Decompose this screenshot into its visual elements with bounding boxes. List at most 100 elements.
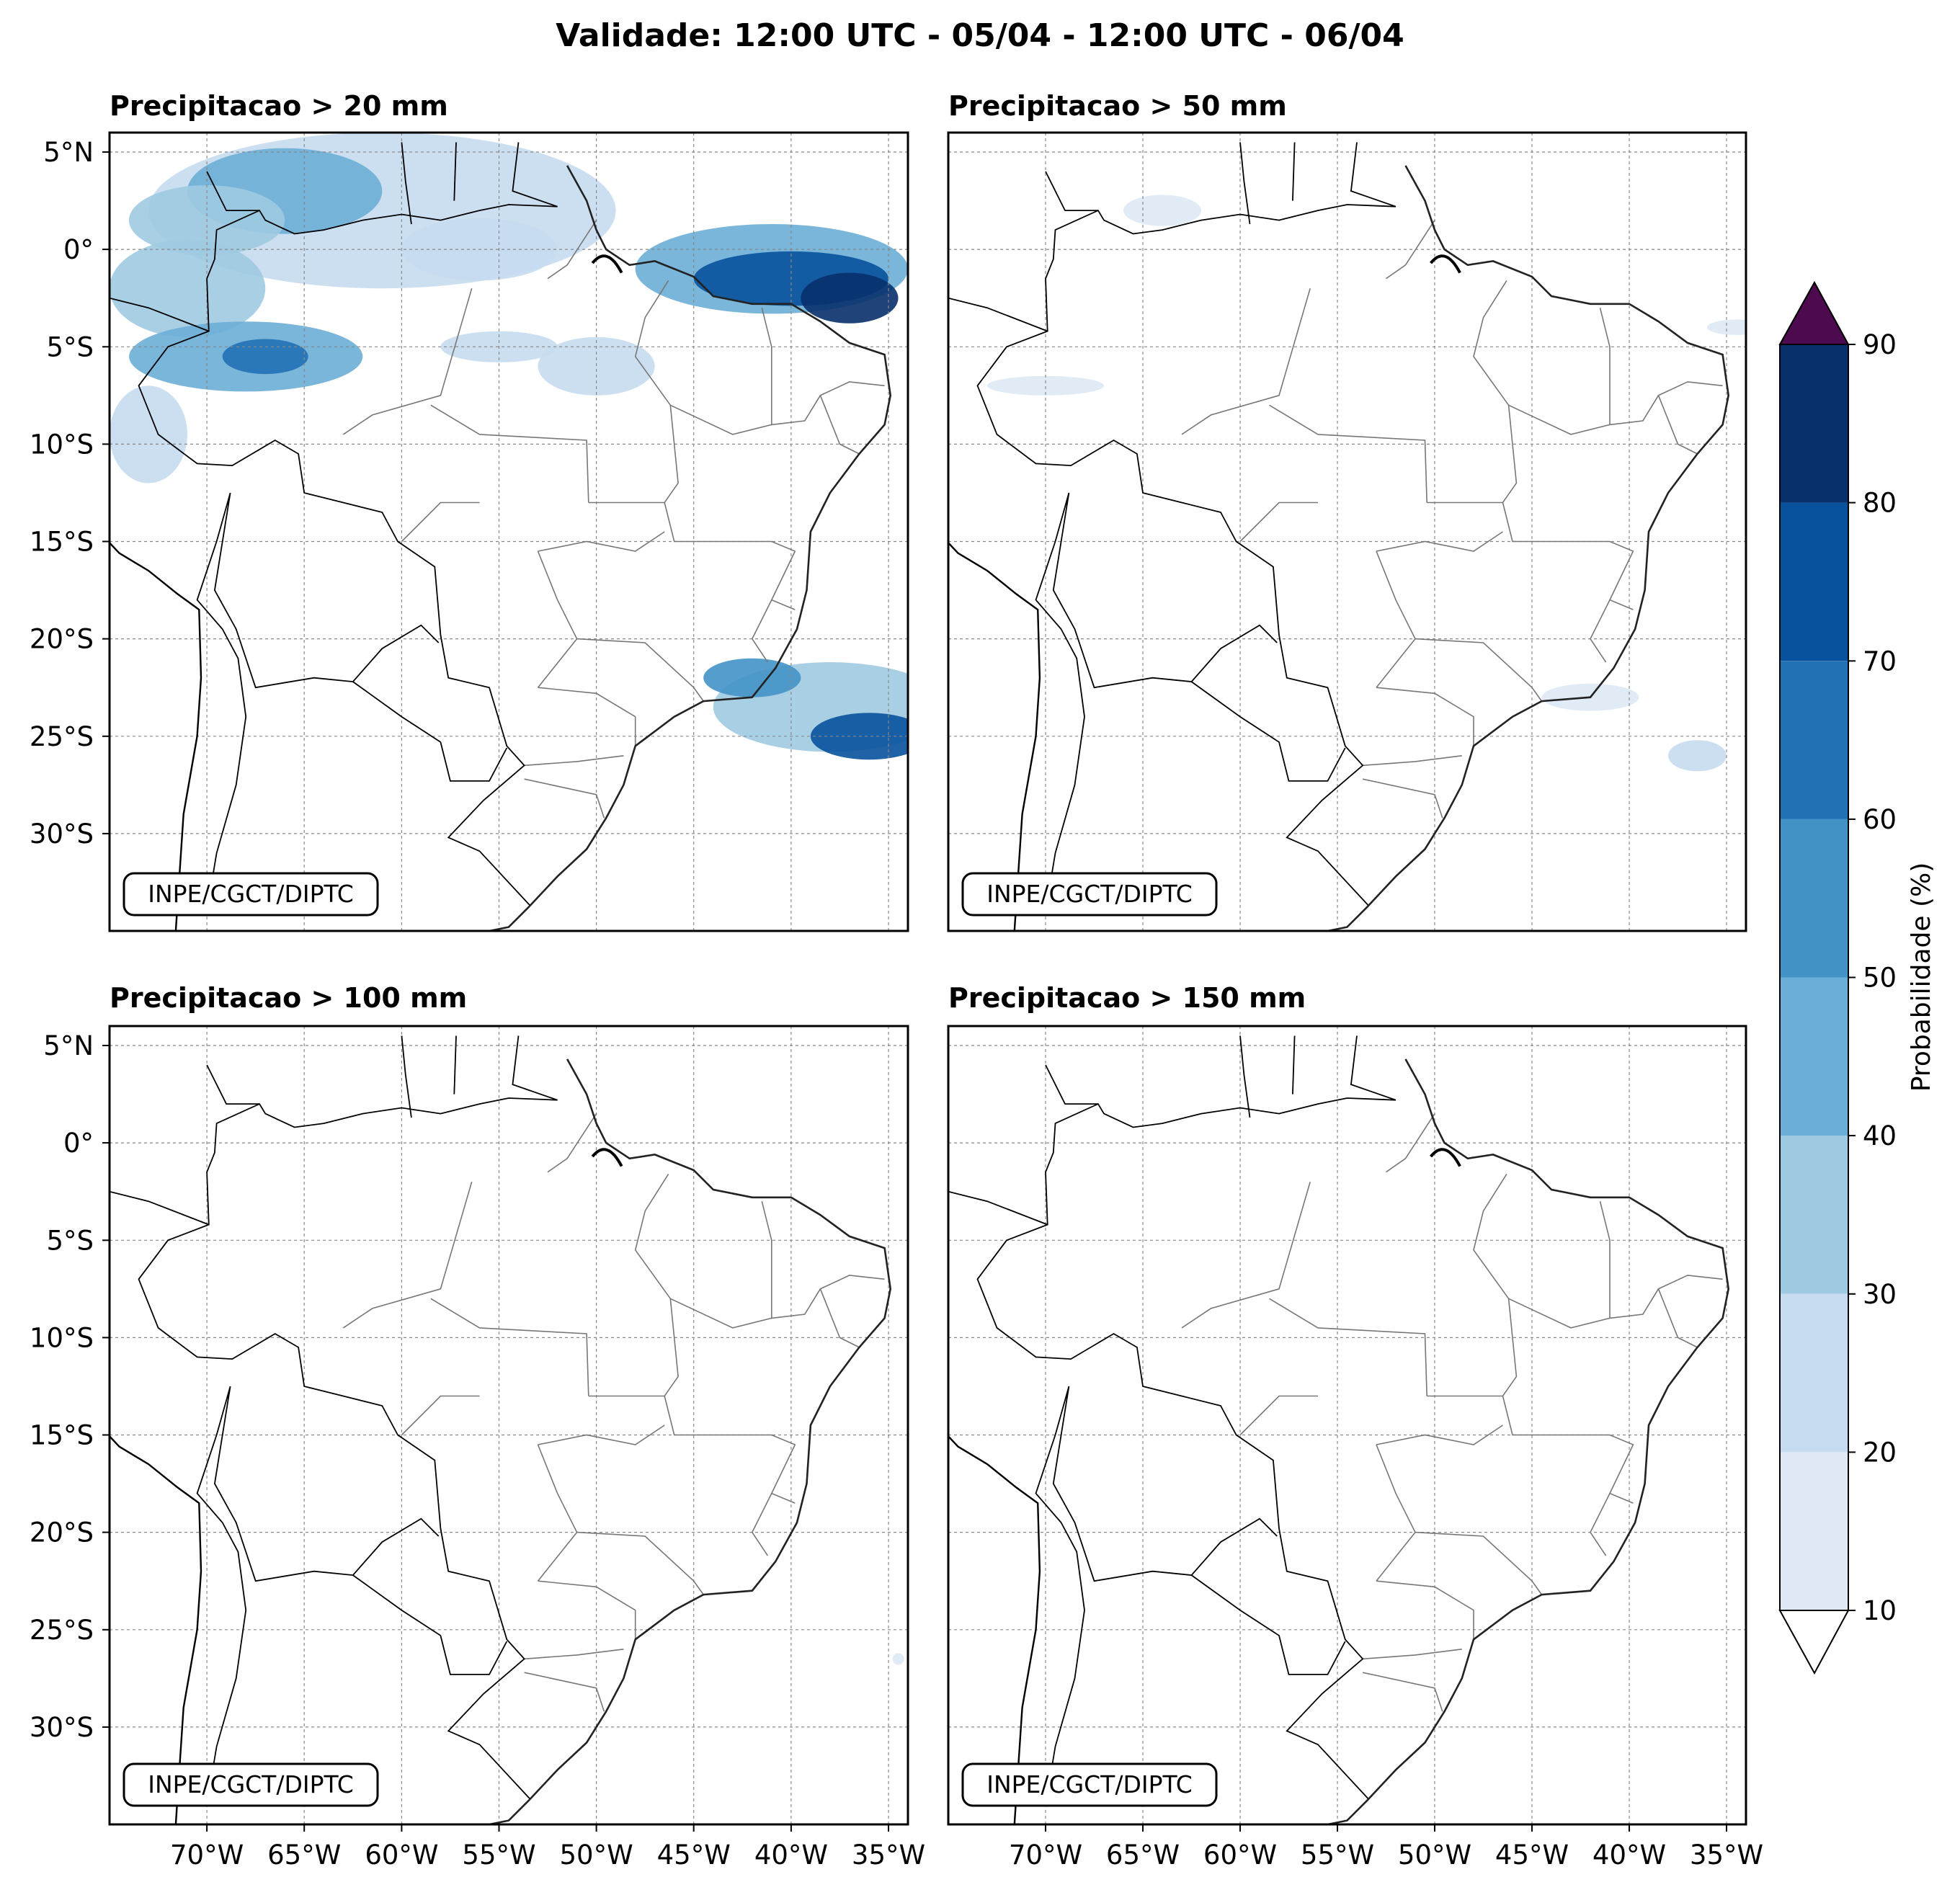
country-border [206,1064,260,1105]
country-border [1035,541,1085,912]
map-graticule [948,133,1746,931]
longitude-label: 50°W [1398,1840,1471,1871]
country-border [1052,1386,1278,1582]
country-border [1190,1574,1346,1675]
country-border [206,171,260,211]
latitude-label: 30°S [30,1712,94,1743]
country-border [1045,1064,1098,1105]
state-boundary [430,404,589,503]
country-border [1035,1435,1085,1806]
precipitation-probability-layer [987,195,1746,772]
state-boundary [1427,1298,1518,1397]
longitude-label: 45°W [657,1840,731,1871]
map-graticule [110,133,908,931]
state-boundary [1181,287,1311,435]
state-boundary [342,287,473,435]
credit-box: INPE/CGCT/DIPTC [961,1762,1218,1807]
state-boundary [1376,531,1503,552]
colorbar-segment [1780,344,1848,503]
state-boundary [1362,1672,1443,1712]
state-boundary [1376,1580,1474,1640]
latitude-label: 15°S [30,1420,94,1451]
country-border [110,297,210,332]
colorbar-segment [1780,1136,1848,1294]
precipitation-area [538,336,655,396]
latitude-label: 10°S [30,1322,94,1353]
precipitation-area [1668,740,1727,772]
country-border [1239,1035,1251,1118]
map-frame [108,131,909,932]
longitude-label: 70°W [1009,1840,1082,1871]
state-boundary [819,395,860,455]
precipitation-area [801,272,899,324]
map-frame [108,1025,909,1826]
state-boundary [664,1396,796,1504]
state-boundary [1502,1396,1634,1504]
colorbar-under-arrow [1778,1610,1850,1675]
precipitation-area [1123,195,1201,226]
credit-box: INPE/CGCT/DIPTC [122,1762,379,1807]
state-boundary [634,1173,671,1299]
state-boundary [1239,501,1318,543]
state-boundary [538,1425,665,1445]
country-border [196,541,247,912]
country-border [948,297,1048,332]
state-boundary [1376,687,1474,746]
credit-box: INPE/CGCT/DIPTC [122,872,379,917]
longitude-label: 70°W [170,1840,244,1871]
atlantic-coastline [489,1058,892,1824]
amazon-delta [591,1148,623,1167]
state-boundary [547,220,597,280]
latitude-label: 20°S [30,624,94,655]
map-panel-100mm: Precipitacao > 100 mm 5°N 0° 5°S 10°S 15°S 20… [30,982,925,1871]
coastline-and-borders [948,1035,1730,1824]
colorbar-label: Probabilidade (%) [1907,862,1936,1092]
amazon-delta [591,254,623,274]
latitude-label: 30°S [30,819,94,850]
precipitation-area [703,658,801,697]
credit-label: INPE/CGCT/DIPTC [148,880,354,908]
colorbar-segment [1780,977,1848,1136]
colorbar-tick-label: 60 [1863,804,1897,835]
state-boundary [538,531,665,552]
latitude-label: 5°N [43,1030,94,1061]
latitude-label: 5°S [46,1225,94,1256]
state-boundary [1657,1288,1698,1348]
colorbar-tick-label: 80 [1863,488,1897,519]
precipitation-area [110,239,266,337]
state-boundary [634,280,671,406]
precipitation-area [892,1653,904,1665]
longitude-label: 65°W [1106,1840,1180,1871]
longitude-label: 45°W [1495,1840,1569,1871]
colorbar-over-arrow [1778,280,1850,345]
state-boundary [524,1672,605,1712]
colorbar-tick-label: 70 [1863,646,1897,677]
country-border [401,142,412,225]
state-boundary [576,1531,704,1595]
state-boundary [1508,1201,1611,1329]
state-boundary [342,1181,473,1329]
state-boundary [430,1298,589,1396]
state-boundary [524,778,605,819]
atlantic-coastline [489,165,892,931]
state-boundary [1590,1493,1611,1556]
colorbar: 10 20 30 40 50 60 70 80 90 Probabilidade (%) [1778,280,1936,1675]
country-border [1292,1035,1296,1094]
country-border [213,492,440,689]
state-boundary [1415,638,1543,702]
state-boundary [1363,1649,1462,1660]
precipitation-area [1707,319,1746,335]
state-boundary [537,550,578,688]
country-border [453,142,457,201]
longitude-label: 60°W [1203,1840,1277,1871]
state-boundary [401,501,480,543]
state-boundary [538,687,636,746]
state-boundary [1239,1395,1318,1436]
country-border [138,1097,558,1800]
coastline-and-borders [110,142,892,931]
latitude-label: 15°S [30,527,94,558]
coastline-and-borders [948,142,1730,931]
state-boundary [537,1444,578,1582]
country-border [401,1035,412,1118]
